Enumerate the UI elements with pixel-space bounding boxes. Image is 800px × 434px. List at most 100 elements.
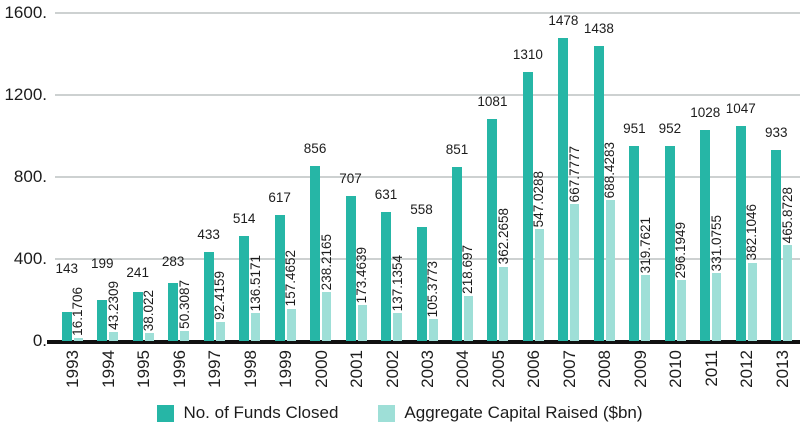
gridline xyxy=(55,12,800,14)
value-label-funds-2005: 1081 xyxy=(477,94,508,110)
bar-funds-closed-2002 xyxy=(381,211,392,341)
value-label-funds-2012: 1047 xyxy=(725,101,756,117)
bar-funds-closed-2000 xyxy=(310,165,321,341)
y-axis-tick-label: 0. xyxy=(32,331,47,350)
x-axis-label-1999: 1999 xyxy=(276,350,296,388)
x-axis-label-1995: 1995 xyxy=(134,350,154,388)
value-label-capital-2006: 547.0288 xyxy=(531,170,547,227)
x-axis-label-2001: 2001 xyxy=(347,350,367,388)
value-label-funds-1998: 514 xyxy=(232,210,256,226)
y-axis-tick-label: 1600. xyxy=(4,3,47,22)
legend-label-funds-closed: No. of Funds Closed xyxy=(183,403,339,422)
legend-swatch-funds-closed xyxy=(157,404,175,422)
bar-capital-raised-2007 xyxy=(570,204,580,341)
value-label-capital-1998: 136.5171 xyxy=(247,254,263,312)
x-axis-label-2010: 2010 xyxy=(666,350,686,388)
value-label-funds-1993: 143 xyxy=(55,261,78,277)
x-axis-label-2005: 2005 xyxy=(488,350,508,388)
bar-funds-closed-2007 xyxy=(558,38,569,341)
x-axis-label-2006: 2006 xyxy=(524,350,544,388)
bar-funds-closed-2001 xyxy=(345,196,356,341)
value-label-funds-2004: 851 xyxy=(445,141,469,157)
value-label-funds-1996: 283 xyxy=(161,254,185,270)
bar-capital-raised-2001 xyxy=(357,305,367,341)
value-label-capital-2012: 382.1046 xyxy=(744,204,760,261)
x-axis-label-2004: 2004 xyxy=(453,350,473,388)
x-axis-line xyxy=(47,340,800,344)
value-label-capital-2008: 688.4283 xyxy=(602,141,618,198)
bar-capital-raised-1993 xyxy=(73,337,83,341)
bar-funds-closed-2006 xyxy=(522,72,533,341)
x-axis-label-1998: 1998 xyxy=(240,350,260,388)
x-axis-label-2007: 2007 xyxy=(559,350,579,388)
value-label-funds-2007: 1478 xyxy=(548,13,579,28)
value-label-funds-2006: 1310 xyxy=(512,47,543,63)
value-label-capital-1997: 92.4159 xyxy=(212,271,228,321)
gridline xyxy=(55,94,800,96)
x-axis-label-2013: 2013 xyxy=(772,350,792,388)
legend-item-funds-closed: No. of Funds Closed xyxy=(157,403,338,423)
value-label-capital-2005: 362.2658 xyxy=(495,208,511,265)
x-axis-label-2000: 2000 xyxy=(311,350,331,388)
bar-funds-closed-2012 xyxy=(735,126,746,341)
bar-funds-closed-2004 xyxy=(451,166,462,341)
bar-capital-raised-2002 xyxy=(393,312,403,341)
bar-funds-closed-1996 xyxy=(168,282,179,341)
bar-funds-closed-2003 xyxy=(416,226,427,341)
bar-capital-raised-1999 xyxy=(286,308,296,341)
x-axis-label-1994: 1994 xyxy=(98,350,118,388)
value-label-funds-2009: 951 xyxy=(623,121,646,137)
x-axis-label-1996: 1996 xyxy=(169,350,189,388)
value-label-capital-2001: 173.4639 xyxy=(354,247,370,304)
value-label-funds-2013: 933 xyxy=(764,124,788,140)
y-axis-tick-label: 1200. xyxy=(4,85,47,104)
value-label-capital-2010: 296.1949 xyxy=(673,221,689,279)
bar-funds-closed-1997 xyxy=(203,252,214,341)
value-label-funds-2000: 856 xyxy=(303,140,327,156)
value-label-capital-2011: 331.0755 xyxy=(708,214,724,272)
bar-capital-raised-1996 xyxy=(180,330,190,341)
value-label-funds-2008: 1438 xyxy=(583,21,614,37)
bar-capital-raised-2012 xyxy=(747,262,757,341)
value-label-capital-1994: 43.2309 xyxy=(105,281,121,331)
bar-capital-raised-2009 xyxy=(641,275,651,341)
bar-capital-raised-1997 xyxy=(215,322,225,341)
bar-capital-raised-2004 xyxy=(463,296,473,341)
legend-label-capital-raised: Aggregate Capital Raised ($bn) xyxy=(404,403,643,422)
gridline xyxy=(55,258,800,260)
x-axis-label-2002: 2002 xyxy=(382,350,402,388)
value-label-funds-1994: 199 xyxy=(90,255,114,271)
x-axis-label-2011: 2011 xyxy=(701,350,721,387)
bar-capital-raised-2013 xyxy=(783,245,793,341)
y-axis-tick-label: 800. xyxy=(13,167,47,186)
value-label-capital-1999: 157.4652 xyxy=(283,250,299,307)
value-label-capital-2002: 137.1354 xyxy=(389,254,405,311)
value-label-capital-2007: 667.7777 xyxy=(566,145,582,203)
x-axis-label-1993: 1993 xyxy=(63,350,83,388)
bar-capital-raised-1998 xyxy=(251,313,261,341)
x-axis-label-1997: 1997 xyxy=(205,350,225,388)
bar-capital-raised-2005 xyxy=(499,266,509,341)
x-axis-label-2009: 2009 xyxy=(630,350,650,388)
y-axis-tick-label: 400. xyxy=(13,249,47,268)
value-label-capital-1995: 38.022 xyxy=(141,289,157,332)
bar-funds-closed-1993 xyxy=(61,311,72,341)
value-label-funds-2002: 631 xyxy=(374,186,398,202)
bar-funds-closed-1994 xyxy=(97,300,108,341)
value-label-funds-1999: 617 xyxy=(268,189,291,205)
value-label-capital-2004: 218.697 xyxy=(460,245,476,295)
bar-capital-raised-2011 xyxy=(712,273,722,341)
bar-capital-raised-1994 xyxy=(109,332,119,341)
x-axis-label-2008: 2008 xyxy=(595,350,615,388)
legend-swatch-capital-raised xyxy=(378,404,396,422)
value-label-funds-2010: 952 xyxy=(658,120,682,136)
x-axis-label-2003: 2003 xyxy=(418,350,437,388)
value-label-funds-1997: 433 xyxy=(197,227,220,243)
bar-capital-raised-2010 xyxy=(676,280,686,341)
bar-funds-closed-2009 xyxy=(629,146,640,341)
value-label-funds-1995: 241 xyxy=(126,264,149,280)
legend-item-capital-raised: Aggregate Capital Raised ($bn) xyxy=(378,403,643,423)
bar-capital-raised-2006 xyxy=(534,228,544,341)
